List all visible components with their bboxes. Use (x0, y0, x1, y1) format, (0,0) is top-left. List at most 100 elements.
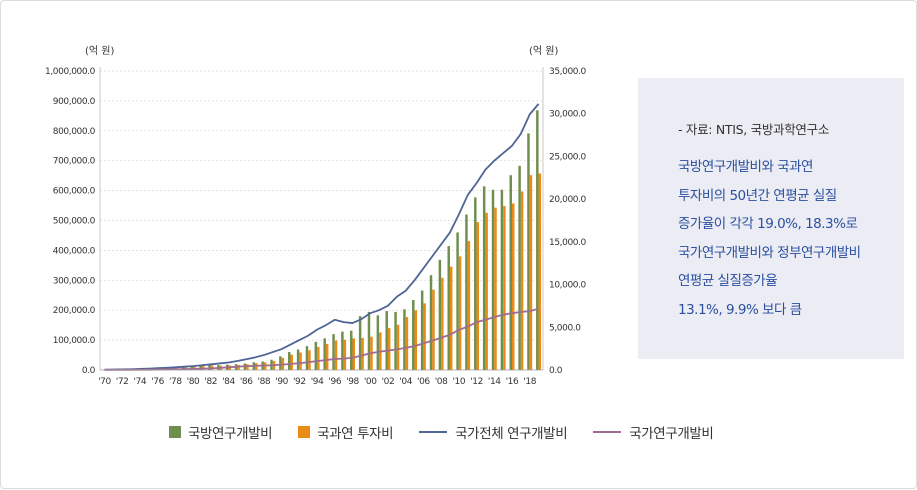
x-tick-label: '76 (151, 377, 164, 387)
bar (315, 342, 317, 370)
bar (536, 110, 538, 370)
bar (341, 332, 343, 370)
info-line: 13.1%, 9.9% 보다 큼 (678, 296, 861, 325)
bar (501, 190, 503, 370)
info-line: 연평균 실질증가율 (678, 267, 861, 296)
bar (492, 190, 494, 370)
series-line (104, 104, 538, 370)
bar (432, 290, 434, 370)
bar (246, 364, 248, 370)
left-tick-label: 200,000.0 (53, 306, 96, 316)
bar (450, 267, 452, 370)
right-tick-label: 15,000.0 (549, 238, 587, 248)
bar (359, 316, 361, 370)
left-tick-label: 0.0 (82, 366, 96, 376)
bar (297, 350, 299, 371)
x-tick-label: '10 (452, 377, 465, 387)
legend-swatch (169, 426, 181, 438)
bar (421, 291, 423, 370)
bar (353, 338, 355, 370)
legend-line (593, 431, 621, 433)
legend-swatch (298, 426, 310, 438)
x-tick-label: '94 (311, 377, 324, 387)
bar (299, 352, 301, 370)
right-tick-label: 20,000.0 (549, 195, 587, 205)
bar (468, 241, 470, 370)
legend-label: 국방연구개발비 (188, 422, 272, 442)
bar (326, 344, 328, 370)
bar (361, 338, 363, 370)
bar-series (102, 110, 541, 370)
left-tick-label: 600,000.0 (53, 187, 96, 197)
bar (288, 352, 290, 370)
bar (483, 186, 485, 370)
x-tick-label: '18 (523, 377, 536, 387)
info-line: 투자비의 50년간 연평균 실질 (678, 182, 861, 211)
bar (323, 338, 325, 370)
x-tick-label: '90 (275, 377, 288, 387)
x-tick-label: '08 (435, 377, 448, 387)
bar (388, 328, 390, 370)
bar (317, 347, 319, 370)
series-line (104, 309, 538, 370)
bar (474, 197, 476, 370)
x-tick-label: '82 (204, 377, 217, 387)
bar (397, 325, 399, 370)
bar (385, 311, 387, 370)
bar (439, 260, 441, 370)
x-tick-label: '92 (293, 377, 306, 387)
info-line: 증가율이 각각 19.0%, 18.3%로 (678, 210, 861, 239)
x-tick-label: '98 (346, 377, 359, 387)
legend-item-total-national-rnd: 국가전체 연구개발비 (419, 422, 567, 442)
bar (423, 303, 425, 370)
bar (394, 312, 396, 370)
bar (306, 346, 308, 370)
left-tick-label: 400,000.0 (53, 246, 96, 256)
x-tick-label: '70 (98, 377, 111, 387)
bar (459, 256, 461, 370)
info-text: 국방연구개발비와 국과연 투자비의 50년간 연평균 실질 증가율이 각각 19… (678, 153, 861, 324)
bar (485, 213, 487, 370)
left-tick-label: 100,000.0 (53, 336, 96, 346)
right-tick-label: 35,000.0 (549, 67, 587, 77)
x-tick-label: '80 (187, 377, 200, 387)
left-tick-label: 800,000.0 (53, 127, 96, 137)
left-tick-label: 900,000.0 (53, 97, 96, 107)
bar (332, 334, 334, 370)
bar (512, 203, 514, 370)
bar (430, 275, 432, 370)
legend-label: 국과연 투자비 (317, 422, 393, 442)
x-tick-label: '04 (399, 377, 412, 387)
bar (406, 317, 408, 370)
bar (494, 208, 496, 370)
bar (279, 356, 281, 370)
legend: 국방연구개발비 국과연 투자비 국가전체 연구개발비 국가연구개발비 (169, 422, 739, 442)
bar (447, 246, 449, 370)
bar (403, 309, 405, 370)
bar (412, 300, 414, 370)
left-axis-unit: (억 원) (85, 45, 114, 57)
x-tick-label: '78 (169, 377, 182, 387)
right-tick-label: 10,000.0 (549, 281, 587, 291)
left-tick-label: 300,000.0 (53, 276, 96, 286)
x-tick-label: '88 (258, 377, 271, 387)
bar (377, 315, 379, 370)
line-series (104, 104, 538, 370)
right-axis-unit: (억 원) (529, 45, 558, 57)
x-tick-label: '14 (488, 377, 501, 387)
source-note: - 자료: NTIS, 국방과학연구소 (678, 119, 829, 138)
x-tick-label: '96 (328, 377, 341, 387)
bar (518, 166, 520, 370)
bar (441, 278, 443, 370)
bar (335, 341, 337, 370)
x-tick-label: '86 (240, 377, 253, 387)
right-tick-label: 5,000.0 (549, 323, 581, 333)
right-tick-label: 0.0 (549, 366, 563, 376)
x-tick-label: '84 (222, 377, 235, 387)
bar (530, 175, 532, 370)
bar (527, 133, 529, 370)
legend-item-add-investment: 국과연 투자비 (298, 422, 393, 442)
info-line: 국가연구개발비와 정부연구개발비 (678, 239, 861, 268)
bar (415, 310, 417, 370)
